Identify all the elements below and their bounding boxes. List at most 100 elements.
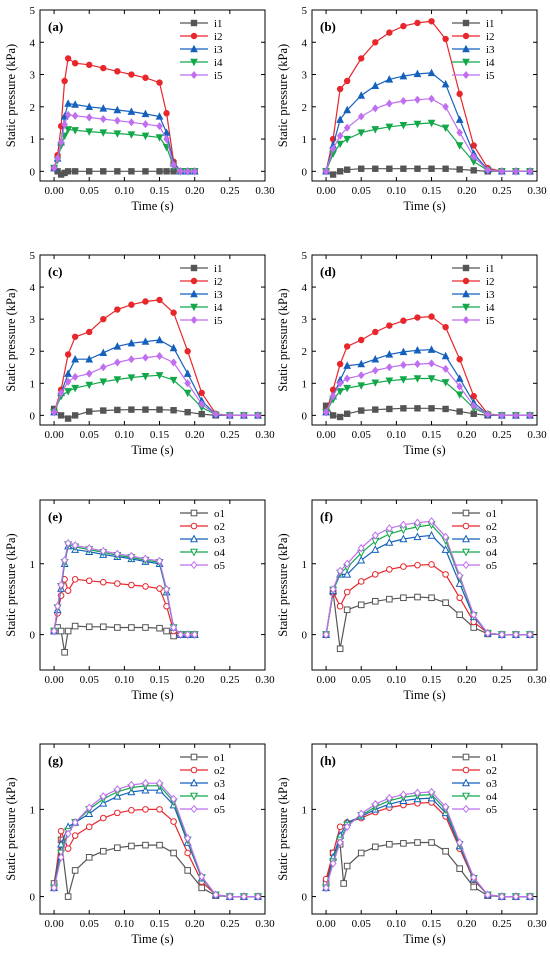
data-point-i5 [470, 152, 478, 161]
data-point-i5 [114, 358, 121, 367]
data-point-o5 [512, 892, 520, 901]
legend-label-o2: o2 [486, 521, 497, 533]
data-point-o5 [484, 890, 492, 900]
data-point-o5 [428, 787, 435, 797]
data-point-i1 [184, 408, 191, 416]
x-tick-label: 0.20 [185, 429, 205, 441]
data-point-i2 [128, 71, 135, 78]
data-point-i5 [414, 95, 421, 104]
data-point-i5 [64, 377, 72, 386]
legend-marker [190, 804, 198, 814]
data-point-i2 [142, 74, 149, 81]
data-point-o5 [113, 785, 121, 794]
legend-marker [462, 264, 470, 272]
data-point-i5 [336, 131, 344, 140]
data-point-i3 [113, 342, 122, 350]
data-point-i2 [372, 328, 379, 336]
series-i3 [50, 335, 262, 419]
data-point-o5 [322, 630, 330, 639]
data-point-i4 [127, 374, 136, 382]
legend-marker [189, 792, 199, 801]
data-point-o5 [385, 793, 393, 803]
data-point-o2 [99, 578, 107, 586]
data-point-o2 [170, 818, 177, 825]
data-point-i2 [114, 306, 121, 313]
series-i5 [50, 110, 199, 176]
panel-label: (b) [320, 19, 336, 34]
data-point-o5 [85, 543, 93, 553]
data-point-i4 [71, 127, 80, 135]
x-tick-label: 0.30 [527, 429, 547, 441]
data-point-o5 [470, 610, 478, 619]
data-point-o2 [156, 806, 163, 813]
x-tick-label: 0.05 [352, 185, 372, 197]
legend-label-i1: i1 [486, 263, 495, 275]
data-point-o2 [343, 588, 351, 596]
data-point-i1 [428, 405, 435, 412]
x-axis-title: Time (s) [131, 443, 173, 457]
data-point-i2 [156, 79, 163, 86]
panel-label: (d) [320, 264, 336, 279]
plot-frame [39, 499, 266, 671]
y-tick-label: 1 [30, 378, 36, 390]
data-point-i1 [142, 406, 149, 413]
data-point-i4 [371, 126, 380, 134]
y-tick-label: 5 [302, 250, 308, 262]
data-point-i3 [399, 347, 408, 356]
data-point-i3 [385, 350, 394, 358]
data-point-i4 [155, 134, 164, 142]
series-o3 [322, 793, 534, 900]
data-point-o1 [371, 843, 379, 851]
data-point-i4 [99, 129, 108, 137]
series-i2 [50, 296, 262, 419]
data-point-i4 [441, 124, 450, 133]
data-point-o5 [254, 892, 262, 901]
data-point-i1 [100, 168, 107, 175]
data-point-o3 [427, 530, 436, 539]
series-o1 [322, 588, 534, 653]
x-tick-label: 0.20 [457, 185, 477, 197]
legend-label-i3: i3 [214, 44, 223, 56]
legend-marker [461, 534, 471, 543]
data-point-i5 [170, 358, 177, 367]
plot-frame [311, 9, 538, 182]
legend-marker [190, 315, 198, 325]
data-point-i1 [198, 410, 205, 418]
chart-panel-f: 0.00 0.05 0.10 0.15 0.20 0.25 0.30 0 1 Time (s) St… [276, 499, 547, 702]
data-point-o2 [142, 806, 149, 813]
x-tick-label: 0.05 [80, 918, 100, 930]
data-point-o5 [191, 630, 199, 639]
legend-marker [462, 70, 470, 80]
legend-marker [462, 560, 470, 570]
data-point-o5 [71, 818, 79, 827]
data-point-i1 [156, 168, 163, 175]
data-point-o5 [385, 524, 393, 533]
data-point-o1 [336, 645, 344, 653]
data-point-i5 [357, 112, 365, 121]
data-point-i4 [85, 128, 94, 136]
data-point-i5 [170, 160, 177, 169]
data-point-o5 [85, 803, 93, 812]
data-point-o1 [340, 880, 347, 887]
y-tick-label: 4 [302, 282, 308, 294]
data-point-i2 [428, 18, 435, 25]
data-point-i1 [100, 407, 107, 414]
data-point-i2 [386, 29, 393, 36]
data-point-i1 [156, 406, 163, 413]
x-tick-label: 0.25 [220, 185, 240, 197]
x-tick-label: 0.00 [316, 674, 336, 686]
data-point-i4 [113, 376, 122, 384]
legend-marker [461, 548, 471, 557]
data-point-i1 [54, 168, 61, 175]
data-point-o5 [371, 531, 379, 540]
x-tick-label: 0.10 [115, 918, 135, 930]
x-tick-label: 0.30 [527, 185, 547, 197]
data-point-o5 [484, 628, 492, 638]
data-point-o1 [456, 865, 463, 872]
data-point-i1 [336, 168, 344, 175]
data-point-o2 [357, 578, 365, 585]
data-point-i1 [64, 168, 72, 175]
data-point-o3 [441, 545, 450, 553]
